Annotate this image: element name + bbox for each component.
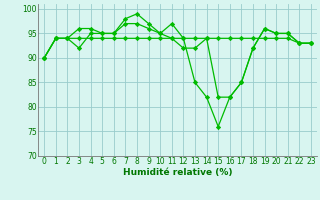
X-axis label: Humidité relative (%): Humidité relative (%)	[123, 168, 232, 177]
